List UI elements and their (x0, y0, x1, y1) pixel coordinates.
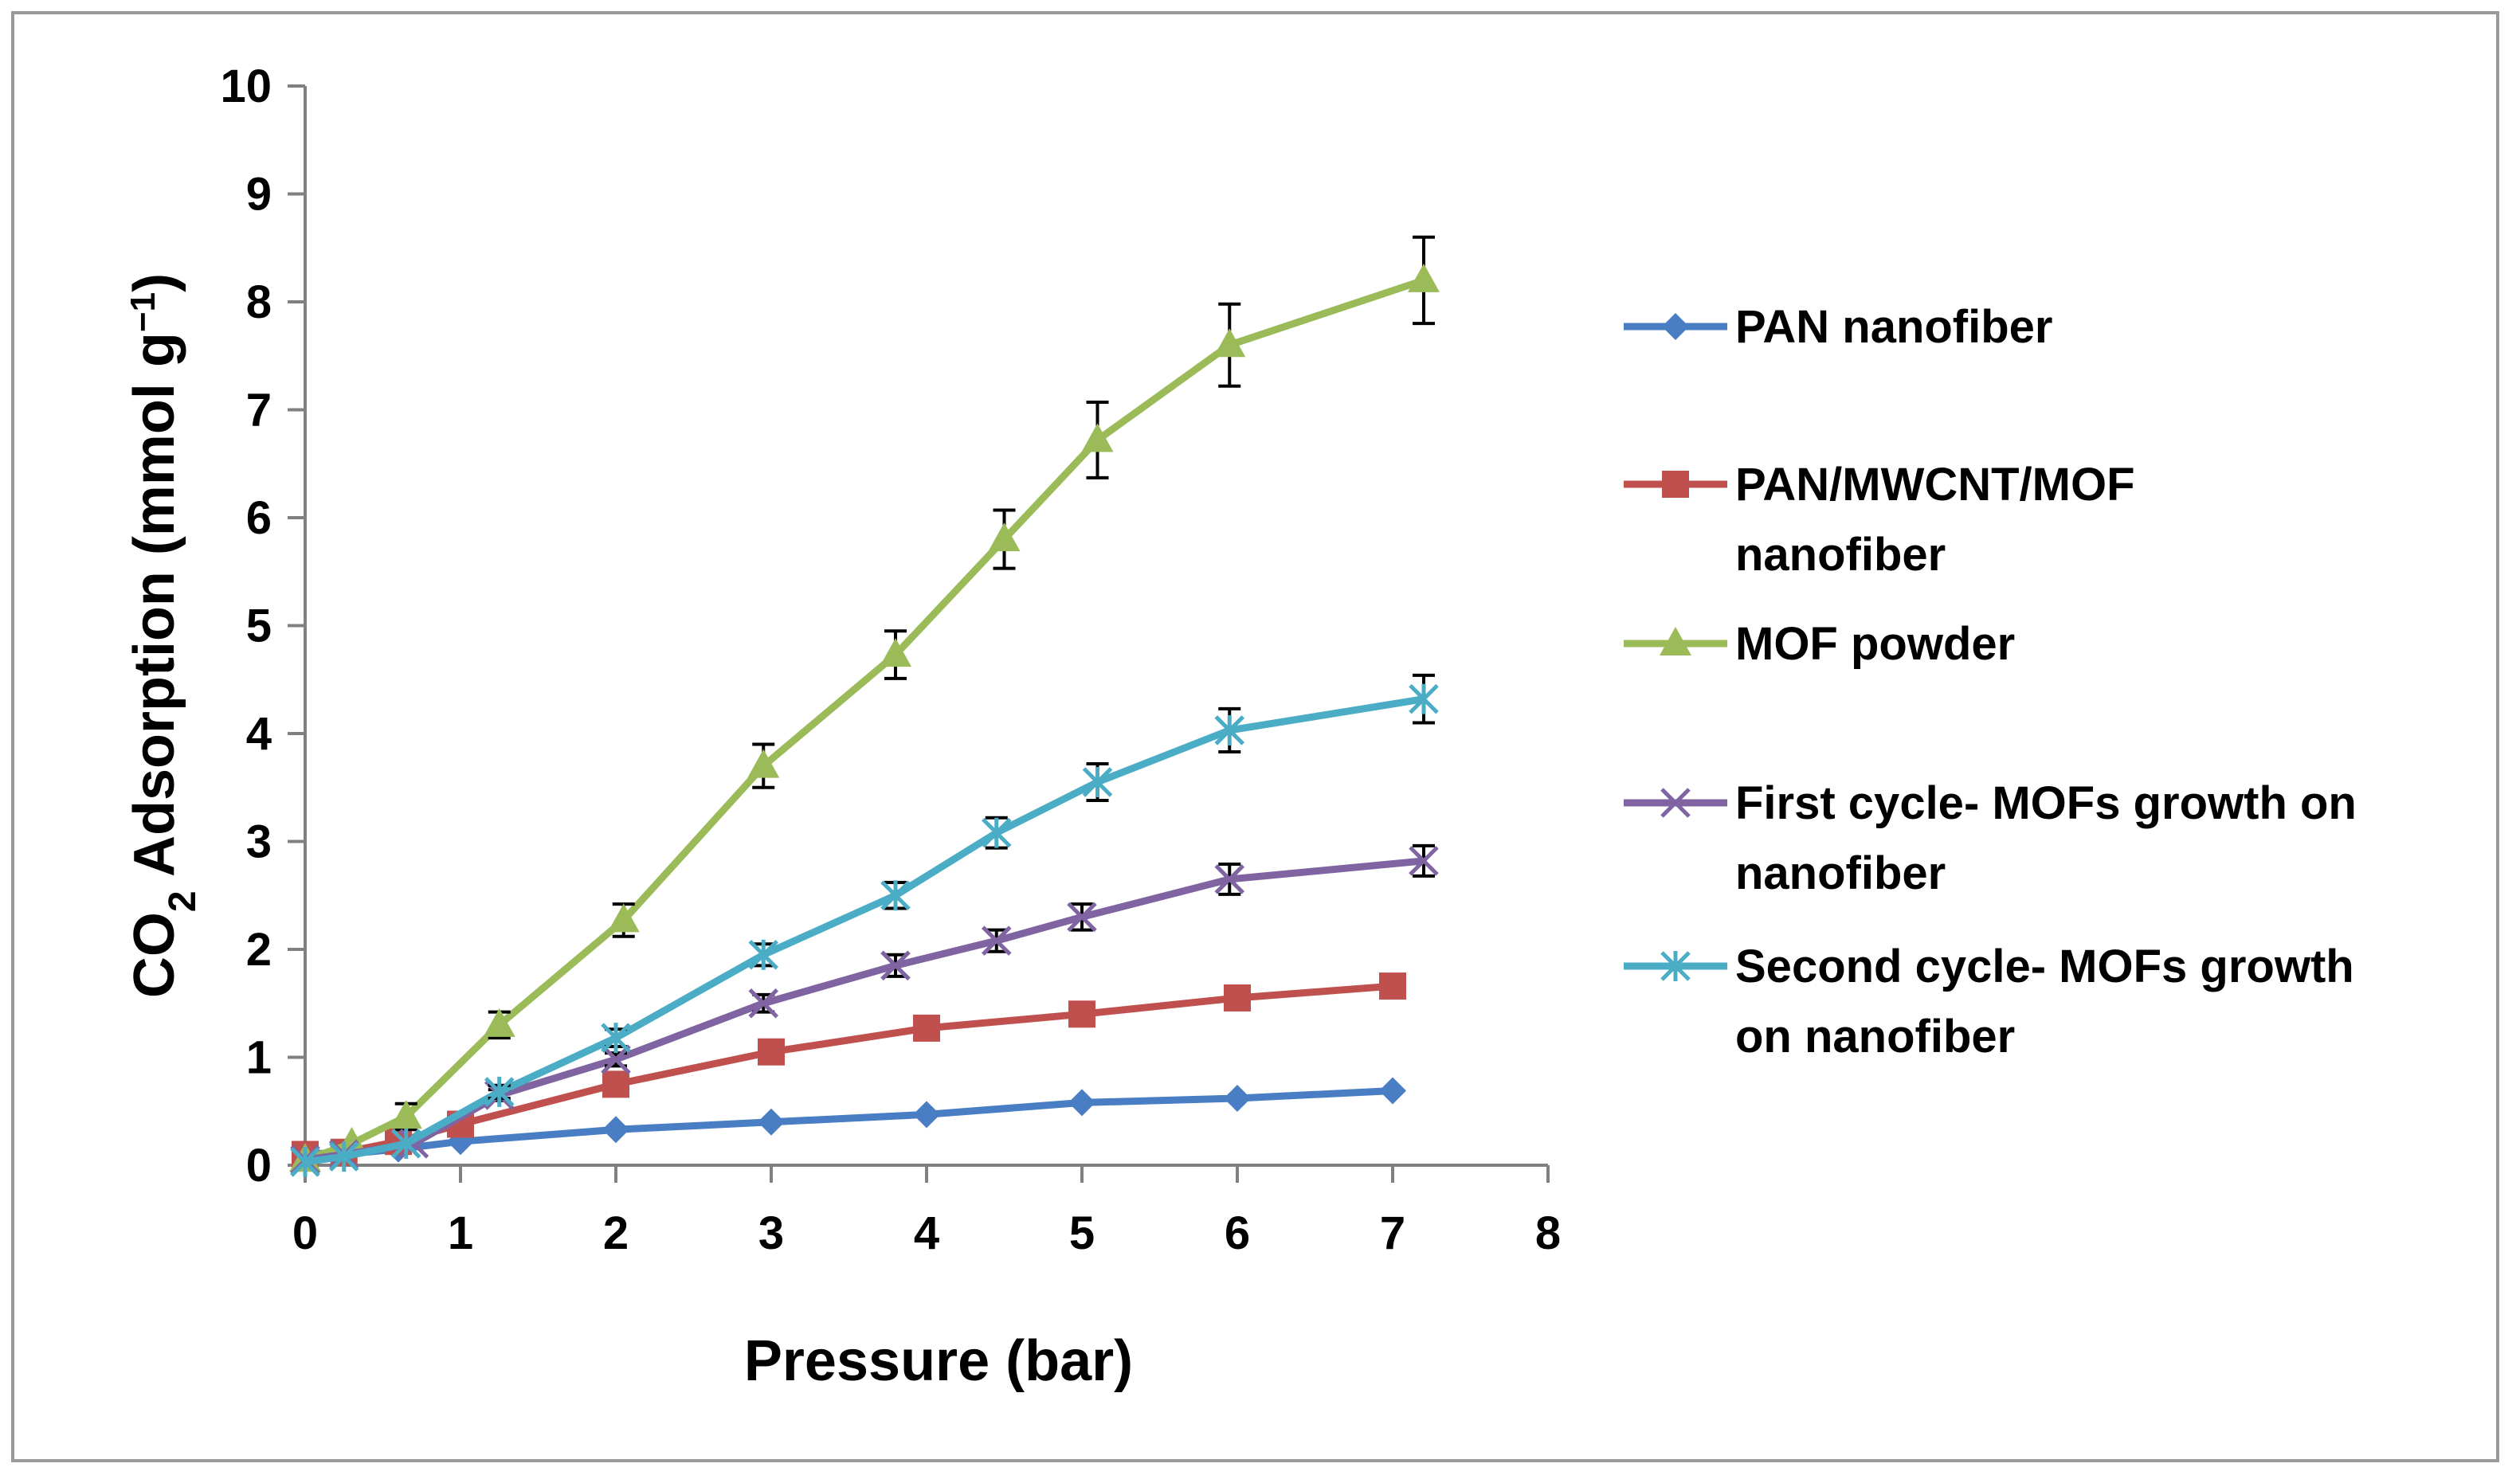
data-point (1408, 263, 1440, 292)
series-2 (289, 235, 1440, 1172)
data-point (880, 950, 911, 981)
data-point (1224, 984, 1251, 1011)
data-point (1081, 423, 1114, 452)
data-point (1224, 1084, 1251, 1112)
data-point (484, 1076, 515, 1107)
data-point (758, 1038, 785, 1066)
legend: PAN nanofiber PAN/MWCNT/MOF nanofiber MOF … (1624, 301, 2357, 1062)
data-point (1409, 683, 1439, 714)
legend-label: PAN nanofiber (1735, 301, 2053, 353)
x-tick-label: 1 (448, 1207, 473, 1259)
data-point (1213, 328, 1246, 358)
y-tick-label: 1 (246, 1032, 272, 1084)
data-point (1214, 714, 1245, 745)
y-tick-label: 8 (246, 276, 272, 328)
legend-swatch-marker (1660, 951, 1691, 981)
y-axis-title-superscript: −1 (123, 292, 163, 332)
data-point (607, 903, 640, 933)
y-axis-title: CO2 Adsorption (mmol g−1) (123, 273, 204, 998)
data-point (602, 1070, 629, 1098)
data-point (880, 638, 911, 667)
legend-swatch-marker (1660, 627, 1691, 655)
y-axis-title-text: CO2 Adsorption (mmol g−1) (123, 273, 204, 998)
y-tick-label: 3 (246, 816, 272, 868)
data-point (748, 988, 779, 1019)
data-point (602, 1116, 629, 1144)
data-point (1379, 972, 1406, 1000)
legend-item-4: Second cycle- MOFs growth on nanofiber (1624, 941, 2354, 1062)
x-tick-label: 6 (1225, 1207, 1250, 1259)
data-point (1379, 1077, 1406, 1105)
y-tick-label: 7 (246, 385, 272, 436)
y-axis-title-subscript: 2 (162, 890, 204, 912)
data-point (390, 1100, 422, 1129)
legend-label: Second cycle- MOFs growth (1735, 941, 2354, 992)
data-point (601, 1023, 631, 1054)
data-point (290, 1146, 320, 1177)
y-tick-label: 9 (246, 169, 272, 221)
chart-frame: 0 1 2 3 4 5 6 7 8 9 10 0 1 2 3 4 5 6 7 8 CO2 Adsorption (mm… (11, 11, 2499, 1462)
data-point (981, 925, 1012, 956)
y-tick-label: 10 (220, 61, 272, 112)
data-point (1068, 1000, 1095, 1028)
legend-label: on nanofiber (1735, 1011, 2015, 1062)
data-point (913, 1014, 940, 1042)
legend-item-1: PAN/MWCNT/MOF nanofiber (1624, 459, 2135, 581)
series-layer (289, 235, 1440, 1177)
data-point (1082, 766, 1113, 797)
data-point (747, 749, 780, 778)
legend-label: nanofiber (1735, 847, 1946, 899)
legend-label: First cycle- MOFs growth on (1735, 777, 2357, 829)
legend-label: MOF powder (1735, 618, 2015, 670)
data-point (1214, 864, 1245, 894)
data-point (390, 1128, 421, 1159)
data-point (601, 1044, 631, 1074)
series-4 (290, 673, 1439, 1177)
y-tick-label: 5 (246, 601, 272, 652)
x-axis-title: Pressure (bar) (744, 1329, 1133, 1393)
legend-label: nanofiber (1735, 529, 1946, 581)
y-tick-label: 0 (246, 1140, 272, 1191)
data-point (1409, 846, 1439, 876)
legend-swatch-marker (1662, 313, 1689, 340)
series-line (304, 276, 1425, 1164)
legend-item-2: MOF powder (1624, 618, 2015, 670)
data-point (981, 817, 1012, 848)
y-tick-label: 2 (246, 924, 272, 976)
data-point (483, 1008, 515, 1037)
data-point (748, 939, 779, 970)
x-tick-label: 2 (603, 1207, 629, 1259)
data-point (1068, 1089, 1095, 1117)
x-tick-label: 7 (1380, 1207, 1405, 1259)
y-tick-label: 6 (246, 492, 272, 544)
x-tick-label: 3 (758, 1207, 784, 1259)
x-tick-label: 5 (1069, 1207, 1095, 1259)
data-point (758, 1108, 785, 1136)
axes: 0 1 2 3 4 5 6 7 8 9 10 0 1 2 3 4 5 6 7 8 (220, 61, 1561, 1259)
data-point (328, 1141, 359, 1172)
legend-label: PAN/MWCNT/MOF (1735, 459, 2135, 511)
data-point (880, 880, 911, 911)
series-line (304, 695, 1425, 1166)
y-tick-label: 4 (246, 708, 272, 760)
data-point (1067, 902, 1097, 933)
x-tick-label: 8 (1535, 1207, 1561, 1259)
legend-item-3: First cycle- MOFs growth on nanofiber (1624, 777, 2357, 899)
x-tick-label: 4 (914, 1207, 939, 1259)
x-tick-label: 0 (292, 1207, 318, 1259)
chart-canvas: 0 1 2 3 4 5 6 7 8 9 10 0 1 2 3 4 5 6 7 8 CO2 Adsorption (mm… (123, 61, 2357, 1393)
data-point (988, 522, 1021, 552)
legend-swatch-marker (1660, 788, 1691, 818)
legend-item-0: PAN nanofiber (1624, 301, 2053, 353)
legend-swatch-marker (1662, 471, 1689, 498)
data-point (913, 1101, 940, 1129)
